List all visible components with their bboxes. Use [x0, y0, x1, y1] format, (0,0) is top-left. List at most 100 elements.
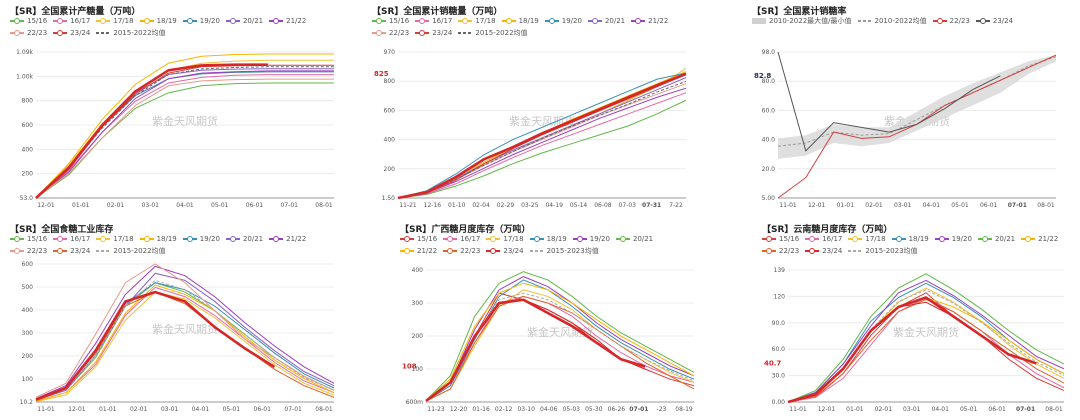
- legend-item-21-22[interactable]: 21/22: [269, 234, 306, 244]
- legend-item-2015-2023[interactable]: 2015-2023均值: [529, 246, 599, 256]
- legend-item-2010-2022[interactable]: 2010-2022最大值/最小值: [752, 16, 852, 26]
- legend-swatch: [10, 17, 24, 25]
- legend-item-19-20[interactable]: 19/20: [934, 234, 972, 244]
- legend-item-15-16[interactable]: 15/16: [10, 16, 47, 26]
- x-tick-label: 05-01: [951, 202, 969, 209]
- legend-item-22-23[interactable]: 22/23: [10, 28, 47, 38]
- legend-item-22-23[interactable]: 22/23: [762, 246, 799, 256]
- legend-item-20-21[interactable]: 20/21: [225, 16, 263, 26]
- panel-yunnan-inventory: 【SR】云南糖月度库存（万吨） 15/16 16/17 17/18 18/19 19/2…: [762, 222, 1070, 418]
- current-season-line: [425, 298, 646, 402]
- x-tick-label: 06-08: [594, 202, 612, 209]
- legend-swatch: [53, 17, 68, 25]
- current-season-line: [35, 63, 268, 199]
- legend-item-22-23[interactable]: 22/23: [372, 28, 409, 38]
- legend-item-21-22[interactable]: 21/22: [269, 16, 306, 26]
- legend-label: 20/21: [604, 17, 626, 25]
- x-tick-label: 05-01: [211, 202, 229, 209]
- series-line-21-22: [35, 70, 334, 199]
- legend-item-16-17[interactable]: 16/17: [53, 234, 90, 244]
- legend-label: 18/19: [518, 17, 539, 25]
- legend-item-23-24[interactable]: 23/24: [805, 246, 842, 256]
- legend-label: 22/23: [949, 17, 970, 25]
- series-line-2015-2023: [425, 292, 695, 402]
- legend-item-20-21[interactable]: 20/21: [977, 234, 1015, 244]
- legend-item-17-18[interactable]: 17/18: [96, 16, 134, 26]
- legend-item-2015-2022[interactable]: 2015-2022均值: [458, 28, 528, 38]
- series-line-2015-2022: [35, 279, 335, 401]
- legend-label: 2010-2022均值: [874, 17, 927, 25]
- legend-item-22-23[interactable]: 22/23: [443, 246, 480, 256]
- legend-item-20-21[interactable]: 20/21: [587, 16, 626, 26]
- legend-item-18-19[interactable]: 18/19: [529, 234, 567, 244]
- chart-title: 【SR】全国累计产糖量（万吨）: [10, 7, 141, 17]
- legend-item-22-23[interactable]: 22/23: [10, 246, 47, 256]
- legend-item-15-16[interactable]: 15/16: [372, 16, 409, 26]
- current-season-line: [397, 72, 687, 200]
- legend-item-19-20[interactable]: 19/20: [572, 234, 610, 244]
- x-tick-label: 01-01: [837, 202, 855, 209]
- legend-item-17-18[interactable]: 17/18: [486, 234, 524, 244]
- legend-item-23-24[interactable]: 23/24: [975, 16, 1013, 26]
- y-tick-label: 300: [412, 300, 424, 307]
- legend-swatch: [848, 235, 863, 243]
- legend-item-23-24[interactable]: 23/24: [486, 246, 524, 256]
- legend-swatch: [529, 247, 544, 255]
- legend-item-18-19[interactable]: 18/19: [891, 234, 929, 244]
- series-line-20-21: [397, 77, 687, 199]
- legend-item-15-16[interactable]: 15/16: [762, 234, 799, 244]
- legend-item-17-18[interactable]: 17/18: [848, 234, 886, 244]
- legend-item-15-16[interactable]: 15/16: [400, 234, 437, 244]
- series-line-17-18: [35, 59, 334, 199]
- legend: 15/16 16/17 17/18 18/19 19/20 20/21 21/22 22/23…: [400, 234, 700, 258]
- legend-swatch: [225, 235, 240, 243]
- legend-item-20-21[interactable]: 20/21: [225, 234, 263, 244]
- x-tick-label: 03-10: [517, 406, 535, 413]
- legend-item-16-17[interactable]: 16/17: [805, 234, 842, 244]
- legend-item-23-24[interactable]: 23/24: [53, 28, 90, 38]
- legend-item-2015-2022[interactable]: 2015-2022均值: [96, 246, 166, 256]
- legend-item-21-22[interactable]: 21/22: [631, 16, 668, 26]
- legend-swatch: [372, 29, 386, 37]
- legend-label: 22/23: [460, 247, 481, 255]
- legend-item-21-22[interactable]: 21/22: [1021, 234, 1058, 244]
- legend-item-18-19[interactable]: 18/19: [501, 16, 539, 26]
- y-tick-label: 800: [22, 98, 34, 105]
- legend-item-19-20[interactable]: 19/20: [182, 234, 220, 244]
- legend-item-15-16[interactable]: 15/16: [10, 234, 47, 244]
- legend-item-17-18[interactable]: 17/18: [96, 234, 134, 244]
- series-line-19-20: [397, 72, 687, 199]
- legend-swatch: [415, 17, 430, 25]
- legend-item-20-21[interactable]: 20/21: [615, 234, 653, 244]
- legend-item-21-22[interactable]: 21/22: [400, 246, 437, 256]
- legend-label: 16/17: [460, 235, 481, 243]
- legend-item-19-20[interactable]: 19/20: [544, 16, 582, 26]
- legend-swatch: [587, 17, 602, 25]
- legend-item-17-18[interactable]: 17/18: [458, 16, 496, 26]
- legend-label: 19/20: [589, 235, 610, 243]
- y-tick-label: 30.0: [772, 373, 786, 380]
- legend-item-18-19[interactable]: 18/19: [139, 16, 177, 26]
- watermark: 紫金天风期货: [152, 322, 218, 336]
- x-tick-label: 12-20: [450, 406, 468, 413]
- legend-item-23-24[interactable]: 23/24: [415, 28, 452, 38]
- legend-label: 17/18: [503, 235, 524, 243]
- legend-item-23-24[interactable]: 23/24: [53, 246, 90, 256]
- legend-item-2015-2022[interactable]: 2015-2022均值: [96, 28, 166, 38]
- series-line-19-20: [35, 71, 334, 199]
- legend-swatch: [631, 17, 646, 25]
- x-tick-label: 11-01: [789, 406, 807, 413]
- legend-swatch: [762, 247, 776, 255]
- legend-swatch: [443, 235, 458, 243]
- legend-item-2010-2022[interactable]: 2010-2022均值: [857, 16, 927, 26]
- legend-label: 2010-2022最大值/最小值: [769, 17, 852, 25]
- legend-item-16-17[interactable]: 16/17: [443, 234, 480, 244]
- legend-item-2015-2023[interactable]: 2015-2023均值: [848, 246, 918, 256]
- panel-industrial-inventory: 【SR】全国食糖工业库存 15/16 16/17 17/18 18/19 19/20 20…: [10, 222, 340, 418]
- legend-item-18-19[interactable]: 18/19: [139, 234, 177, 244]
- legend-item-16-17[interactable]: 16/17: [53, 16, 90, 26]
- legend-item-19-20[interactable]: 19/20: [182, 16, 220, 26]
- legend-item-16-17[interactable]: 16/17: [415, 16, 452, 26]
- legend-item-22-23[interactable]: 22/23: [932, 16, 970, 26]
- x-tick-label: 03-01: [142, 202, 160, 209]
